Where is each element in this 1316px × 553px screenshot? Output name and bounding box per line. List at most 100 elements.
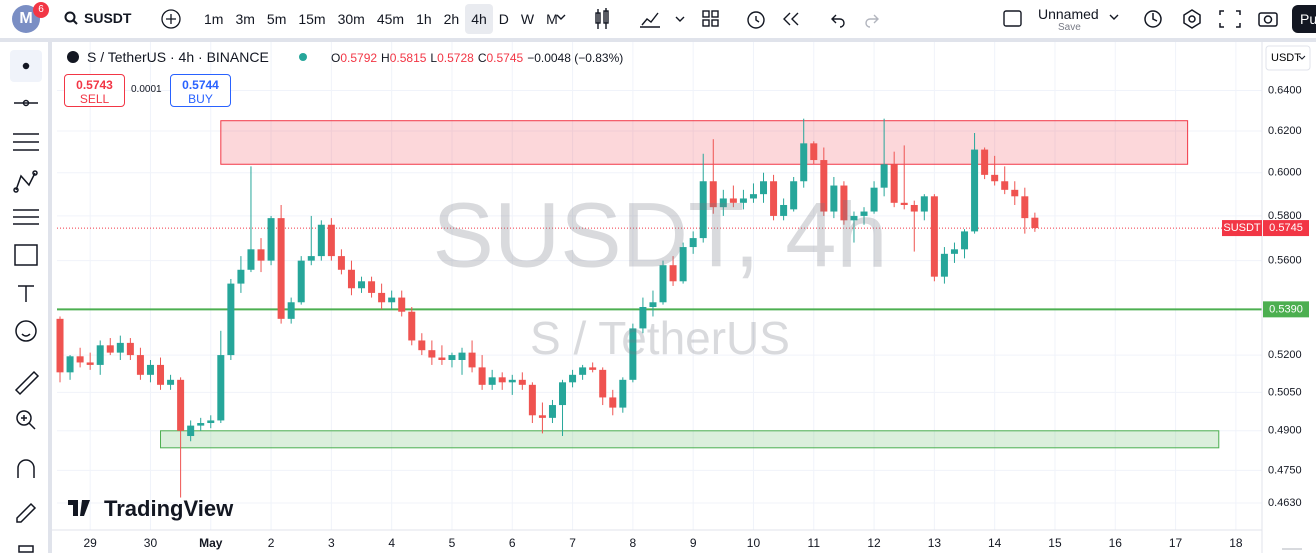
interval[interactable]: 45m bbox=[376, 11, 405, 27]
right-icons[interactable] bbox=[1140, 6, 1285, 32]
buy-label: BUY bbox=[188, 92, 213, 106]
x-tick-label: 7 bbox=[569, 536, 576, 550]
candle-body bbox=[287, 302, 295, 319]
candle-body bbox=[589, 367, 597, 370]
interval[interactable]: 4h bbox=[465, 4, 493, 34]
candle-body bbox=[297, 260, 305, 303]
market-status bbox=[299, 53, 307, 61]
x-tick-label: 17 bbox=[1169, 536, 1183, 550]
interval[interactable]: 30m bbox=[337, 11, 365, 27]
candle-body bbox=[860, 211, 868, 216]
ohlc-key: O bbox=[331, 51, 341, 65]
x-tick-label: 6 bbox=[509, 536, 516, 550]
layout-name[interactable]: Unnamed bbox=[1038, 6, 1099, 22]
candle-body bbox=[418, 340, 426, 351]
x-tick-label: 10 bbox=[747, 536, 761, 550]
candle-body bbox=[347, 269, 355, 289]
candle-body bbox=[1011, 189, 1019, 197]
candle-body bbox=[207, 420, 215, 424]
currency-label[interactable]: USDT bbox=[1271, 52, 1301, 64]
candle-body bbox=[257, 249, 265, 261]
candle-body bbox=[1001, 181, 1009, 190]
drawing-tools[interactable] bbox=[10, 50, 42, 553]
logo-text: TradingView bbox=[104, 496, 234, 521]
candle-body bbox=[548, 405, 556, 418]
candle-body bbox=[981, 149, 989, 175]
candle-body bbox=[538, 415, 546, 418]
candle-body bbox=[157, 364, 165, 385]
candle-body bbox=[649, 302, 657, 307]
interval[interactable]: 5m bbox=[266, 11, 287, 27]
price-tag bbox=[1263, 220, 1309, 237]
interval-menu[interactable] bbox=[555, 12, 567, 22]
candle-body bbox=[830, 185, 838, 212]
candle-body bbox=[388, 297, 396, 303]
x-tick-label: 4 bbox=[388, 536, 395, 550]
ohlc-key: C bbox=[477, 51, 487, 65]
candle-body bbox=[317, 224, 325, 257]
candle-body bbox=[920, 196, 928, 212]
candle-body bbox=[66, 356, 74, 373]
candle-body bbox=[971, 149, 979, 232]
interval[interactable]: 2h bbox=[443, 11, 460, 27]
candle-body bbox=[116, 342, 124, 353]
candle-body bbox=[659, 265, 667, 303]
spread: 0.0001 bbox=[131, 84, 162, 95]
candle-body bbox=[518, 379, 526, 385]
y-tick-label: 0.5050 bbox=[1268, 386, 1302, 398]
top-toolbar: M 6 SUSDT 1m 3m 5m 15m 30m 45m 1h 2h 4h D W M Unnam… bbox=[0, 0, 1316, 42]
x-tick-label: 2 bbox=[268, 536, 275, 550]
publish-button[interactable]: Pu bbox=[1292, 5, 1316, 33]
x-tick-label: 11 bbox=[808, 536, 821, 550]
candle-body bbox=[458, 352, 466, 360]
legend-title[interactable]: S / TetherUS · 4h · BINANCE bbox=[87, 49, 269, 65]
candle-body bbox=[508, 379, 516, 383]
candle-body bbox=[961, 231, 969, 250]
buy-price: 0.5744 bbox=[182, 78, 219, 92]
x-tick-label: 14 bbox=[988, 536, 1002, 550]
x-tick-label: 9 bbox=[690, 536, 697, 550]
interval[interactable]: 1m bbox=[204, 11, 224, 27]
search-icon[interactable] bbox=[64, 11, 78, 25]
candle-body bbox=[900, 202, 908, 205]
symbol-search[interactable]: SUSDT bbox=[84, 10, 132, 26]
candle-body bbox=[729, 198, 737, 203]
compare-button[interactable] bbox=[160, 8, 182, 30]
interval[interactable]: W bbox=[520, 11, 535, 27]
sell-button[interactable]: 0.5743 SELL bbox=[64, 74, 125, 107]
save-label[interactable]: Save bbox=[1058, 22, 1081, 33]
zone bbox=[220, 120, 1189, 165]
buy-button[interactable]: 0.5744 BUY bbox=[170, 74, 231, 107]
candle-body bbox=[679, 247, 687, 282]
symbol-icon bbox=[67, 51, 79, 63]
candle-body bbox=[337, 256, 345, 270]
x-tick-label: 29 bbox=[83, 536, 97, 550]
candle-body bbox=[579, 367, 587, 375]
candle-body bbox=[559, 382, 567, 406]
watermark-description: S / TetherUS bbox=[530, 312, 790, 364]
notification-badge: 6 bbox=[33, 2, 49, 18]
candle-body bbox=[358, 281, 366, 289]
candle-body bbox=[950, 249, 958, 254]
layout-menu[interactable] bbox=[1108, 12, 1120, 22]
y-tick-label: 0.4630 bbox=[1268, 497, 1302, 509]
interval[interactable]: 1h bbox=[416, 11, 432, 27]
interval[interactable]: D bbox=[498, 11, 509, 27]
candle-body bbox=[528, 384, 536, 416]
interval[interactable]: 15m bbox=[298, 11, 326, 27]
candle-body bbox=[609, 397, 617, 408]
toolbar-icons[interactable] bbox=[590, 7, 1030, 31]
candle-body bbox=[790, 181, 798, 210]
candle-body bbox=[217, 355, 225, 421]
candle-body bbox=[760, 181, 768, 195]
x-tick-label: 30 bbox=[144, 536, 158, 550]
currency-select[interactable] bbox=[1265, 45, 1311, 71]
interval[interactable]: M bbox=[546, 11, 558, 27]
candle-body bbox=[991, 174, 999, 182]
candle-body bbox=[880, 164, 888, 188]
watermark-symbol: SUSDT, 4h bbox=[432, 184, 887, 286]
plot-area bbox=[56, 42, 1262, 530]
x-tick-label: 15 bbox=[1048, 536, 1062, 550]
interval[interactable]: 3m bbox=[235, 11, 255, 27]
legend-ohlc: O0.5792 H0.5815 L0.5728 C0.5745 −0.0048 (−0.… bbox=[327, 51, 623, 65]
